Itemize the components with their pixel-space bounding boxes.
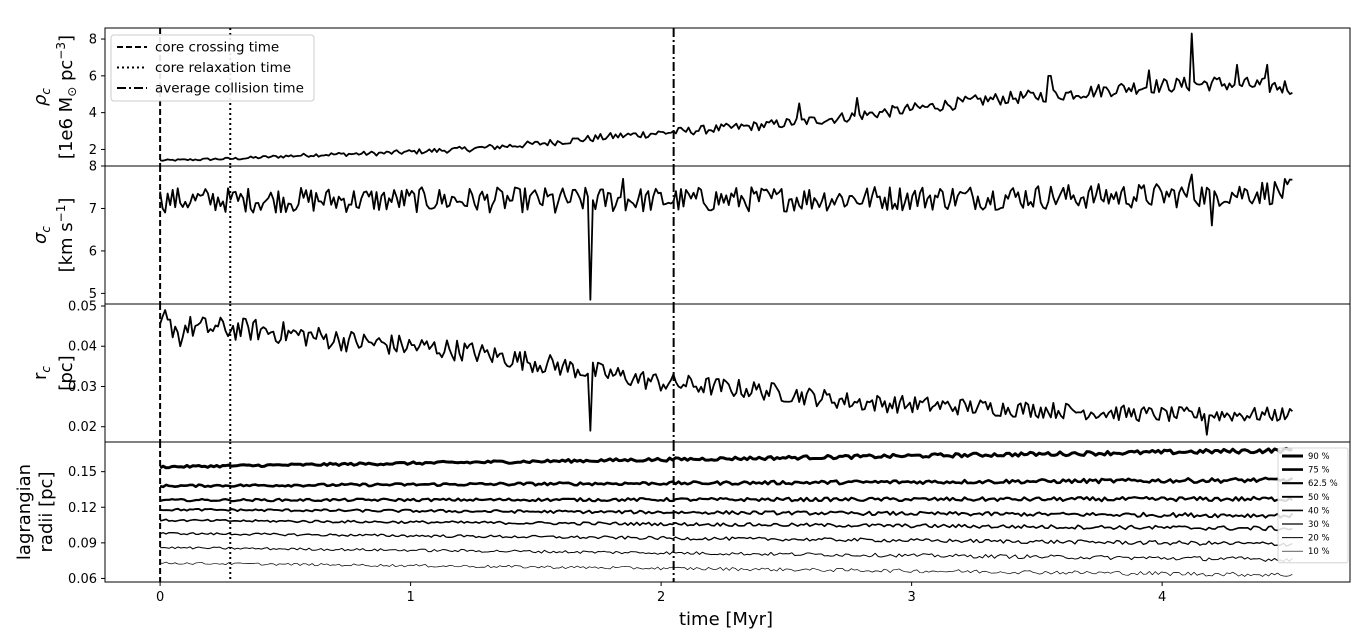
series-line-lagrangian-1 <box>159 476 1294 489</box>
series-line-lagrangian-2 <box>159 495 1293 503</box>
y-label-symbol-sigma: σc <box>30 226 53 244</box>
y-label-symbol-rc: rc <box>30 366 53 380</box>
panel-rc: 0.02 0.03 0.04 0.05 rc [pc] <box>30 300 1351 443</box>
y-tick-label-sigma-1: 6 <box>89 244 97 259</box>
lagrangian-legend-label-5: 30 % <box>1308 520 1330 530</box>
reference-legend-label-1: core relaxation time <box>155 60 291 76</box>
series-line-sigma <box>159 173 1293 301</box>
y-tick-label-rho-0: 2 <box>89 143 97 158</box>
panel-frame-sigma <box>104 165 1351 305</box>
x-axis: 0 1 2 3 4 <box>156 582 1166 605</box>
series-line-lagrangian-6 <box>160 546 1293 563</box>
y-tick-label-lagrangian-2: 0.12 <box>68 501 97 516</box>
x-tick-label-1: 1 <box>406 590 414 605</box>
x-tick-label-3: 3 <box>907 590 915 605</box>
series-group-rc <box>159 309 1293 436</box>
y-tick-label-rc-0: 0.02 <box>68 420 97 435</box>
y-tick-label-sigma-2: 7 <box>89 202 97 217</box>
lagrangian-legend-label-3: 50 % <box>1308 493 1330 503</box>
y-tick-label-sigma-0: 5 <box>89 287 97 302</box>
lagrangian-legend-label-2: 62.5 % <box>1308 479 1338 489</box>
panel-frame-rc <box>104 303 1351 443</box>
y-tick-label-lagrangian-0: 0.06 <box>68 572 97 587</box>
y-label-units-rho: [1e6 M⊙ pc−3] <box>54 35 79 159</box>
series-group-lagrangian <box>159 446 1294 577</box>
x-axis-label: time [Myr] <box>679 609 773 630</box>
y-tick-label-rho-1: 4 <box>89 106 97 121</box>
reference-legend-label-0: core crossing time <box>155 40 279 56</box>
series-line-lagrangian-4 <box>159 518 1293 532</box>
x-tick-label-0: 0 <box>156 590 164 605</box>
series-line-rho <box>159 32 1293 162</box>
series-line-lagrangian-7 <box>160 561 1293 577</box>
series-group-sigma <box>159 173 1293 301</box>
panel-frame-lagrangian <box>104 441 1351 583</box>
y-tick-label-rc-1: 0.03 <box>68 380 97 395</box>
y-tick-label-rc-3: 0.05 <box>68 300 97 315</box>
x-tick-label-4: 4 <box>1158 590 1166 605</box>
lagrangian-legend-label-7: 10 % <box>1308 547 1330 557</box>
lagrangian-legend-label-6: 20 % <box>1308 534 1330 544</box>
y-label-lagrangian-line2: radii [pc] <box>36 472 57 553</box>
series-line-rc <box>159 309 1293 436</box>
y-label-lagrangian-line1: lagrangian <box>14 464 35 560</box>
reference-legend-label-2: average collision time <box>155 81 304 97</box>
series-line-lagrangian-3 <box>160 507 1294 519</box>
lagrangian-legend-label-4: 40 % <box>1308 506 1330 516</box>
panel-lagrangian: 0.06 0.09 0.12 0.15 lagrangian radii [pc] 90 %… <box>14 441 1351 587</box>
y-tick-label-rc-2: 0.04 <box>68 340 97 355</box>
x-tick-label-2: 2 <box>657 590 665 605</box>
series-line-lagrangian-5 <box>159 531 1293 547</box>
y-tick-label-rho-2: 6 <box>89 69 97 84</box>
series-group-rho <box>159 32 1293 162</box>
series-line-lagrangian-0 <box>159 446 1293 470</box>
reference-legend: core crossing time core relaxation time av… <box>110 34 315 102</box>
y-tick-label-lagrangian-1: 0.09 <box>68 536 97 551</box>
y-tick-label-sigma-3: 8 <box>89 160 97 175</box>
y-label-units-sigma: [km s−1] <box>54 198 77 273</box>
y-tick-label-lagrangian-3: 0.15 <box>68 465 97 480</box>
lagrangian-legend-label-0: 90 % <box>1308 452 1330 462</box>
y-label-units-rc: [pc] <box>56 355 77 390</box>
lagrangian-legend: 90 % 75 % 62.5 % 50 % 40 % 30 % 20 % 10 % <box>1277 447 1349 564</box>
y-label-symbol-rho: ρc <box>30 88 53 106</box>
lagrangian-legend-label-1: 75 % <box>1308 466 1330 476</box>
y-tick-label-rho-3: 8 <box>89 33 97 48</box>
panel-sigma: 5 6 7 8 σc [km s−1] <box>30 160 1351 305</box>
